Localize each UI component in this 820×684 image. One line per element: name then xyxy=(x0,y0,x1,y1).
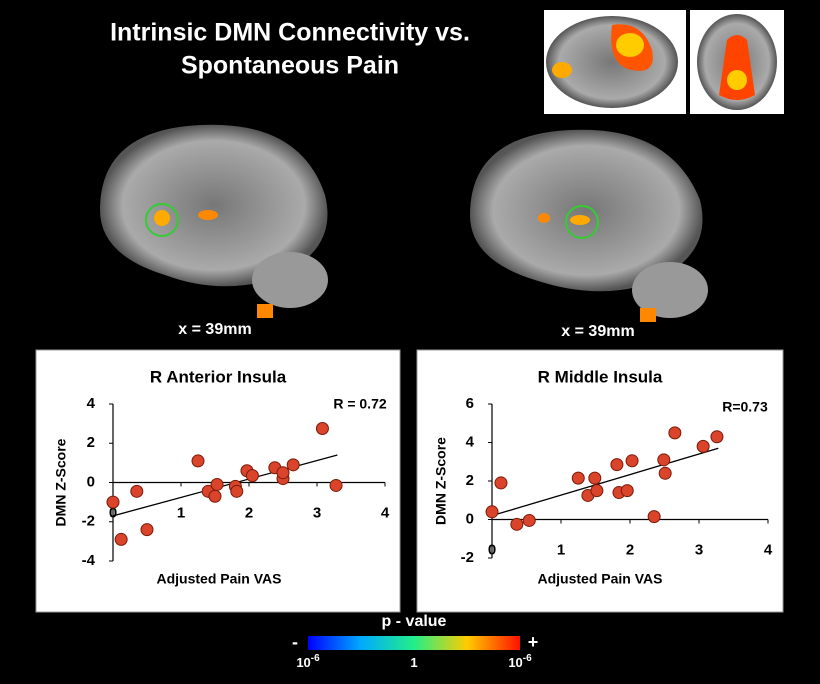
data-point xyxy=(277,467,289,479)
annotation: R = 0.72 xyxy=(333,396,387,412)
data-point xyxy=(330,479,342,491)
data-point xyxy=(711,431,723,443)
x-tick-label: 1 xyxy=(557,541,565,558)
data-point xyxy=(107,496,119,508)
brain-thumbnail xyxy=(544,10,784,114)
colorbar-label-base: 10 xyxy=(508,655,522,670)
x-tick-label: 4 xyxy=(381,504,390,521)
data-point xyxy=(141,524,153,536)
data-point xyxy=(591,485,603,497)
annotation: R=0.73 xyxy=(722,399,768,415)
colorbar-min: - xyxy=(292,632,298,652)
colorbar-label-base: 1 xyxy=(410,655,417,670)
x-axis-label: Adjusted Pain VAS xyxy=(538,571,663,587)
data-point xyxy=(658,454,670,466)
data-point xyxy=(209,490,221,502)
figure-title: Intrinsic DMN Connectivity vs. xyxy=(110,19,470,47)
data-point xyxy=(611,459,623,471)
x-tick-label: 4 xyxy=(764,541,773,558)
data-point xyxy=(287,459,299,471)
y-tick-label: 2 xyxy=(87,434,95,451)
data-point xyxy=(211,478,223,490)
chart-panel: R Middle Insula R=0.73 Adjusted Pain VAS DM… xyxy=(417,350,783,612)
y-tick-label: -4 xyxy=(82,552,96,569)
data-point xyxy=(192,455,204,467)
data-point xyxy=(523,514,535,526)
chart-panel: R Anterior Insula R = 0.72 Adjusted Pain V… xyxy=(36,350,400,612)
chart-title: R Anterior Insula xyxy=(150,367,287,386)
x-tick-label: 3 xyxy=(695,541,703,558)
data-point xyxy=(659,467,671,479)
data-point xyxy=(495,477,507,489)
colorbar-label-exponent: -6 xyxy=(523,653,532,664)
data-point xyxy=(572,472,584,484)
x-tick-label: 1 xyxy=(177,504,185,521)
x-tick-label: 3 xyxy=(313,504,321,521)
colorbar-label: 1 xyxy=(410,655,417,670)
data-point xyxy=(316,423,328,435)
data-point xyxy=(231,485,243,497)
figure: Intrinsic DMN Connectivity vs. Spontaneo… xyxy=(0,0,820,684)
slice-label: x = 39mm xyxy=(178,321,251,338)
y-tick-label: 2 xyxy=(466,472,474,489)
data-point xyxy=(131,485,143,497)
data-point xyxy=(621,485,633,497)
data-point xyxy=(511,518,523,530)
data-point xyxy=(648,511,660,523)
data-point xyxy=(589,472,601,484)
data-point xyxy=(246,470,258,482)
y-tick-label: 0 xyxy=(466,510,474,527)
colorbar-title: p - value xyxy=(382,613,447,630)
data-point xyxy=(115,533,127,545)
data-point xyxy=(669,427,681,439)
y-axis-label: DMN Z-Score xyxy=(433,437,449,525)
y-axis-label: DMN Z-Score xyxy=(53,438,69,526)
x-tick-label: 2 xyxy=(245,504,253,521)
y-tick-label: 4 xyxy=(466,433,475,450)
data-point xyxy=(626,455,638,467)
data-point xyxy=(486,506,498,518)
data-point xyxy=(697,440,709,452)
colorbar-label-base: 10 xyxy=(296,655,310,670)
colorbar-max: + xyxy=(528,632,539,652)
slice-label: x = 39mm xyxy=(561,323,634,340)
y-tick-label: 4 xyxy=(87,395,96,412)
colorbar xyxy=(308,636,520,650)
y-tick-label: -2 xyxy=(82,513,95,530)
y-tick-label: 6 xyxy=(466,395,474,412)
chart-title: R Middle Insula xyxy=(538,367,663,386)
y-tick-label: -2 xyxy=(461,549,474,566)
x-axis-label: Adjusted Pain VAS xyxy=(157,571,282,587)
x-tick-label: 2 xyxy=(626,541,634,558)
y-tick-label: 0 xyxy=(87,473,95,490)
x-tick-label: 0 xyxy=(488,541,496,558)
figure-title: Spontaneous Pain xyxy=(181,52,399,80)
colorbar-label-exponent: -6 xyxy=(311,653,320,664)
